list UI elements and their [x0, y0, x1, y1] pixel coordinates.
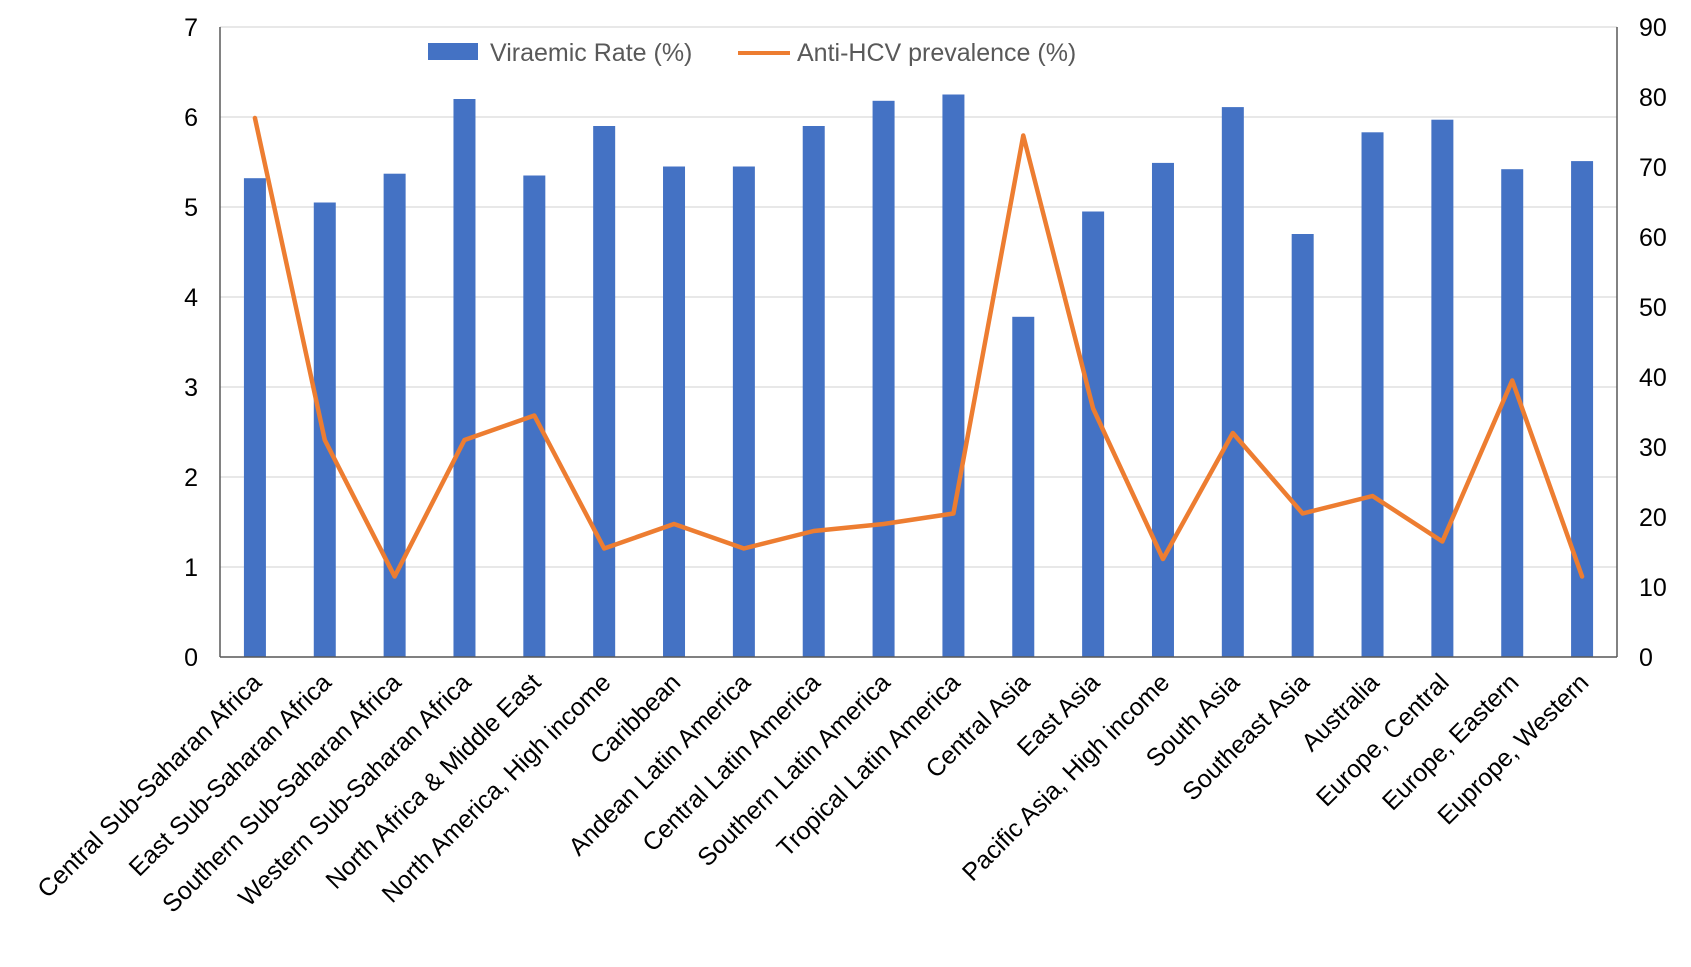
- legend: Viraemic Rate (%) Anti-HCV prevalence (%…: [428, 39, 1076, 67]
- left-tick-label: 5: [184, 194, 198, 222]
- bar: [1151, 162, 1174, 657]
- category-label: Southeast Asia: [1177, 668, 1315, 806]
- bar: [1221, 107, 1244, 658]
- right-tick-label: 80: [1639, 84, 1667, 112]
- left-tick-label: 7: [184, 14, 198, 42]
- left-tick-label: 2: [184, 464, 198, 492]
- bar: [663, 166, 686, 657]
- bar: [1571, 161, 1594, 657]
- bar: [802, 126, 825, 657]
- gridlines: [220, 26, 1617, 658]
- bar: [1361, 132, 1384, 658]
- series-line: [252, 115, 1585, 579]
- legend-label-line: Anti-HCV prevalence (%): [797, 39, 1076, 67]
- bar: [593, 126, 616, 657]
- legend-swatch-bar: [428, 43, 478, 60]
- right-tick-label: 20: [1639, 504, 1667, 532]
- right-tick-label: 50: [1639, 294, 1667, 322]
- left-axis-ticks: 0 1 2 3 4 5 6 7: [184, 14, 198, 672]
- bar: [243, 178, 266, 657]
- line-series: [252, 115, 1585, 579]
- right-tick-label: 40: [1639, 364, 1667, 392]
- left-tick-label: 3: [184, 374, 198, 402]
- bar: [1291, 234, 1314, 657]
- bar: [383, 173, 406, 657]
- right-tick-label: 60: [1639, 224, 1667, 252]
- bar: [453, 99, 476, 657]
- left-tick-label: 6: [184, 104, 198, 132]
- axes: [219, 27, 1618, 658]
- right-tick-label: 70: [1639, 154, 1667, 182]
- right-tick-label: 0: [1639, 644, 1653, 672]
- bar-series: [243, 94, 1594, 658]
- bar: [1082, 211, 1105, 657]
- bar: [1012, 316, 1035, 657]
- bar: [1431, 119, 1454, 657]
- right-tick-label: 10: [1639, 574, 1667, 602]
- bar: [1501, 169, 1524, 657]
- left-tick-label: 0: [184, 644, 198, 672]
- bar: [872, 100, 895, 658]
- left-tick-label: 1: [184, 554, 198, 582]
- left-tick-label: 4: [184, 284, 198, 312]
- right-tick-label: 30: [1639, 434, 1667, 462]
- right-tick-label: 90: [1639, 14, 1667, 42]
- right-axis-ticks: 0 10 20 30 40 50 60 70 80 90: [1639, 14, 1667, 672]
- legend-label-bar: Viraemic Rate (%): [490, 39, 692, 67]
- bar: [732, 166, 755, 657]
- bar: [942, 94, 965, 657]
